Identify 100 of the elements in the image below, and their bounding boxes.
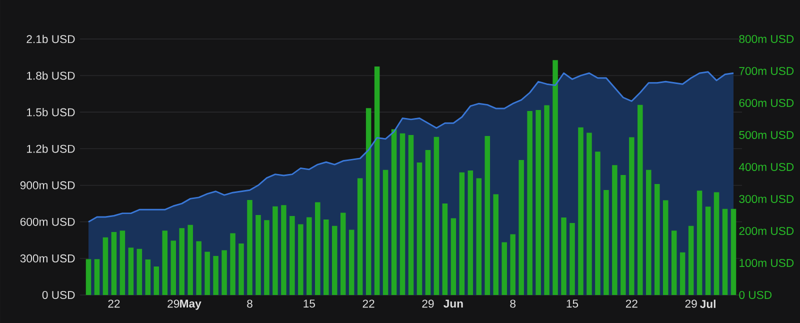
- bar: [204, 252, 210, 295]
- bar: [688, 226, 694, 295]
- y2-tick-label: 400m USD: [738, 162, 794, 171]
- bar: [290, 216, 295, 295]
- x-tick-label: 22: [362, 300, 374, 308]
- y-tick-label: 900m USD: [20, 181, 75, 190]
- bar: [654, 184, 660, 295]
- bar: [638, 104, 643, 295]
- x-tick-label: 15: [566, 300, 578, 308]
- bar: [298, 224, 304, 295]
- y2-tick-label: 0 USD: [739, 290, 772, 299]
- bar: [86, 259, 92, 295]
- bar: [213, 256, 218, 295]
- bar: [722, 208, 728, 295]
- bar: [510, 234, 516, 295]
- bar: [646, 170, 652, 295]
- bar: [434, 136, 440, 295]
- x-tick-label: 22: [108, 300, 120, 308]
- x-tick-label: Jun: [444, 300, 463, 308]
- bar: [476, 178, 482, 295]
- bar: [586, 132, 592, 295]
- bar: [408, 134, 414, 295]
- y-tick-label: 1.8b USD: [27, 71, 75, 80]
- bar: [400, 133, 406, 295]
- bar: [484, 136, 490, 295]
- x-tick-label: 29: [168, 300, 180, 308]
- bar: [366, 108, 372, 295]
- x-tick-label: 29: [422, 300, 434, 308]
- bar: [170, 240, 176, 295]
- x-tick-label: 29: [685, 300, 697, 308]
- bar: [527, 110, 532, 295]
- bar: [671, 230, 677, 295]
- y2-tick-label: 500m USD: [739, 130, 794, 139]
- bar: [730, 208, 736, 295]
- bar: [391, 129, 397, 295]
- y-tick-label: 600m USD: [20, 218, 75, 226]
- bar: [612, 165, 618, 295]
- bar: [136, 248, 142, 295]
- bar: [604, 190, 609, 295]
- bar: [162, 230, 168, 295]
- bar: [620, 174, 626, 295]
- bar: [578, 127, 584, 295]
- bar: [680, 252, 686, 295]
- y-tick-label: 0 USD: [42, 290, 75, 299]
- bar: [179, 228, 184, 295]
- bar: [696, 190, 702, 295]
- bar: [416, 162, 422, 295]
- x-tick-label: 22: [626, 300, 638, 308]
- bar: [332, 226, 338, 295]
- bar: [264, 220, 270, 295]
- bar: [222, 250, 227, 295]
- bar: [425, 150, 431, 295]
- bar: [247, 200, 252, 295]
- bar: [256, 214, 261, 295]
- bar: [536, 110, 541, 295]
- y-tick-label: 300m USD: [20, 254, 75, 262]
- y2-tick-label: 700m USD: [739, 66, 794, 76]
- x-tick-label: 8: [510, 300, 516, 308]
- bar: [450, 218, 456, 295]
- y2-tick-label: 100m USD: [740, 258, 794, 267]
- bar: [561, 218, 566, 295]
- y-tick-label: 1.2b USD: [27, 144, 75, 153]
- bar: [315, 202, 320, 295]
- y2-tick-label: 600m USD: [739, 98, 794, 107]
- bar: [188, 224, 193, 295]
- bar: [230, 233, 236, 295]
- bar: [102, 237, 108, 295]
- y-tick-label: 2.1b USD: [26, 34, 75, 44]
- bar: [348, 230, 354, 295]
- bar: [468, 170, 474, 295]
- bar: [552, 60, 558, 295]
- x-tick-label: May: [180, 300, 202, 310]
- bar: [714, 192, 720, 295]
- bar: [145, 259, 151, 295]
- y-tick-label: 1.5b USD: [27, 108, 75, 116]
- bar: [120, 230, 126, 295]
- bar: [306, 217, 312, 295]
- bar: [272, 206, 278, 295]
- bar: [196, 241, 202, 295]
- x-tick-label: 15: [304, 300, 315, 308]
- bar: [128, 248, 134, 295]
- bar: [154, 266, 160, 295]
- bar: [629, 137, 634, 295]
- bar: [502, 242, 507, 295]
- x-tick-label: Jul: [700, 300, 716, 308]
- y2-tick-label: 800m USD: [739, 34, 794, 44]
- bar: [570, 222, 575, 295]
- bar: [111, 232, 117, 295]
- bar: [382, 170, 388, 295]
- y2-tick-label: 300m USD: [739, 194, 794, 203]
- x-tick-label: 8: [247, 300, 252, 308]
- bar: [544, 105, 550, 295]
- bar: [493, 194, 499, 295]
- bar: [281, 205, 286, 295]
- bar: [459, 172, 465, 295]
- bar: [518, 160, 524, 295]
- bar: [662, 200, 668, 295]
- bar: [442, 203, 448, 295]
- bar: [357, 178, 363, 295]
- bar: [94, 259, 100, 295]
